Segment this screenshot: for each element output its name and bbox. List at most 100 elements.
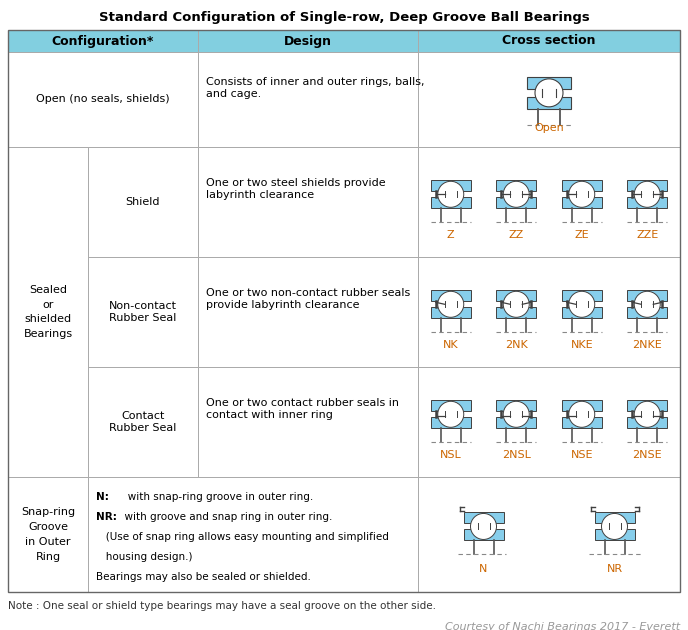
Text: housing design.): housing design.): [96, 552, 193, 562]
Text: Courtesy of Nachi Bearings 2017 - Everett: Courtesy of Nachi Bearings 2017 - Everet…: [445, 622, 680, 630]
Bar: [496, 197, 536, 209]
Bar: [431, 197, 471, 209]
Text: ZZE: ZZE: [636, 230, 658, 240]
Bar: [527, 97, 571, 109]
Text: (Use of snap ring allows easy mounting and simplified: (Use of snap ring allows easy mounting a…: [96, 532, 389, 542]
Bar: [464, 512, 504, 524]
Bar: [418, 30, 680, 52]
Bar: [561, 197, 602, 209]
Text: Note : One seal or shield type bearings may have a seal groove on the other side: Note : One seal or shield type bearings …: [8, 601, 436, 611]
Bar: [627, 417, 667, 428]
Text: One or two non-contact rubber seals
provide labyrinth clearance: One or two non-contact rubber seals prov…: [206, 288, 410, 309]
Bar: [431, 400, 471, 411]
Circle shape: [601, 513, 627, 539]
Bar: [594, 529, 634, 541]
Circle shape: [634, 291, 660, 318]
Bar: [496, 400, 536, 411]
Bar: [198, 257, 418, 367]
Bar: [431, 307, 471, 318]
Text: Non-contact
Rubber Seal: Non-contact Rubber Seal: [109, 301, 177, 323]
Bar: [627, 400, 667, 411]
Bar: [431, 417, 471, 428]
Text: NR:: NR:: [96, 512, 117, 522]
Text: 2NKE: 2NKE: [632, 340, 662, 350]
Text: Sealed
or
shielded
Bearings: Sealed or shielded Bearings: [23, 285, 72, 339]
Text: with groove and snap ring in outer ring.: with groove and snap ring in outer ring.: [118, 512, 332, 522]
Text: NSL: NSL: [440, 450, 462, 460]
Text: with snap-ring groove in outer ring.: with snap-ring groove in outer ring.: [118, 492, 313, 502]
Text: NSE: NSE: [570, 450, 593, 460]
Text: Standard Configuration of Single-row, Deep Groove Ball Bearings: Standard Configuration of Single-row, De…: [98, 11, 590, 25]
Text: 2NK: 2NK: [505, 340, 528, 350]
Bar: [561, 400, 602, 411]
Circle shape: [569, 401, 594, 427]
Bar: [594, 512, 634, 524]
Text: Z: Z: [447, 230, 455, 240]
Bar: [627, 290, 667, 301]
Bar: [431, 290, 471, 301]
Bar: [527, 77, 571, 89]
Text: Shield: Shield: [126, 197, 160, 207]
Text: NK: NK: [443, 340, 459, 350]
Bar: [198, 147, 418, 257]
Text: 2NSL: 2NSL: [502, 450, 530, 460]
Bar: [8, 52, 198, 147]
Bar: [418, 477, 680, 592]
Text: Bearings may also be sealed or shielded.: Bearings may also be sealed or shielded.: [96, 572, 311, 582]
Bar: [627, 307, 667, 318]
Text: Open (no seals, shields): Open (no seals, shields): [36, 94, 170, 105]
Bar: [561, 307, 602, 318]
Bar: [627, 197, 667, 209]
Text: 2NSE: 2NSE: [632, 450, 662, 460]
Circle shape: [503, 291, 529, 318]
Bar: [88, 257, 198, 367]
Circle shape: [503, 401, 529, 427]
Bar: [88, 147, 198, 257]
Text: N: N: [480, 564, 488, 574]
Bar: [561, 417, 602, 428]
Text: NKE: NKE: [570, 340, 593, 350]
Bar: [8, 30, 198, 52]
Bar: [627, 180, 667, 192]
Text: Contact
Rubber Seal: Contact Rubber Seal: [109, 411, 177, 433]
Text: Consists of inner and outer rings, balls,
and cage.: Consists of inner and outer rings, balls…: [206, 77, 424, 99]
Bar: [198, 30, 418, 52]
Bar: [496, 307, 536, 318]
Bar: [561, 180, 602, 192]
Text: Configuration*: Configuration*: [52, 35, 154, 47]
Bar: [88, 477, 418, 592]
Text: N:: N:: [96, 492, 109, 502]
Circle shape: [634, 401, 660, 427]
Circle shape: [438, 181, 464, 207]
Text: Design: Design: [284, 35, 332, 47]
Text: One or two steel shields provide
labyrinth clearance: One or two steel shields provide labyrin…: [206, 178, 386, 200]
Bar: [418, 257, 680, 367]
Bar: [88, 367, 198, 477]
Text: Cross section: Cross section: [502, 35, 596, 47]
Circle shape: [634, 181, 660, 207]
Text: One or two contact rubber seals in
contact with inner ring: One or two contact rubber seals in conta…: [206, 398, 399, 420]
Bar: [464, 529, 504, 541]
Circle shape: [438, 291, 464, 318]
Circle shape: [471, 513, 497, 539]
Bar: [8, 147, 88, 477]
Text: Open: Open: [534, 123, 564, 133]
Text: ZZ: ZZ: [508, 230, 524, 240]
Bar: [496, 180, 536, 192]
Bar: [418, 367, 680, 477]
Bar: [418, 147, 680, 257]
Circle shape: [569, 291, 594, 318]
Bar: [418, 52, 680, 147]
Text: Snap-ring
Groove
in Outer
Ring: Snap-ring Groove in Outer Ring: [21, 507, 75, 562]
Circle shape: [569, 181, 594, 207]
Bar: [496, 417, 536, 428]
Circle shape: [438, 401, 464, 427]
Text: NR: NR: [606, 564, 623, 574]
Circle shape: [535, 79, 563, 107]
Bar: [561, 290, 602, 301]
Bar: [496, 290, 536, 301]
Bar: [431, 180, 471, 192]
Bar: [8, 30, 680, 592]
Bar: [8, 477, 88, 592]
Bar: [198, 367, 418, 477]
